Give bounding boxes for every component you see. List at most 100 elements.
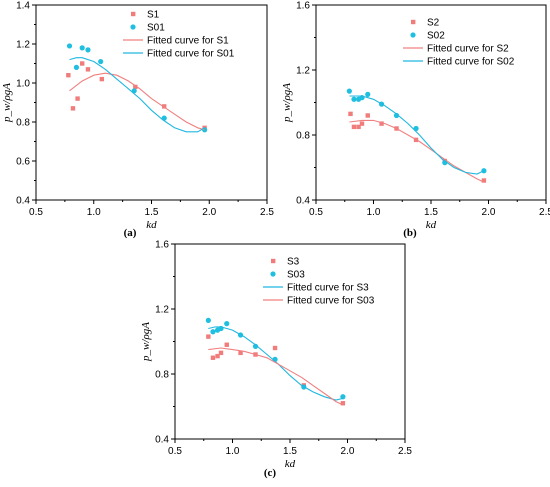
plot-area	[205, 317, 346, 406]
legend-circle-swatch	[130, 24, 136, 30]
y-tick-label: 0.4	[155, 435, 169, 446]
chart-panel-0: 0.5 1.0 1.5 2.0 2.5 0.4 0.6 0.8 1.0 1.2 1.4 kd p_w/ρ…	[1, 1, 274, 240]
data-point-circle	[79, 45, 85, 51]
data-point-square	[481, 178, 487, 183]
fitted-curve-line	[208, 326, 344, 401]
data-point-square	[238, 350, 243, 356]
panel-label: (c)	[264, 467, 277, 479]
data-point-square	[224, 342, 229, 347]
data-point-square	[206, 334, 211, 339]
legend-label: Fitted curve for S2	[427, 44, 509, 55]
data-point-square	[340, 401, 346, 406]
y-axis-label: p_w/ρgA	[1, 83, 13, 123]
data-point-circle	[340, 394, 346, 400]
chart-panel-1: 0.5 1.0 1.5 2.0 2.5 0.4 0.8 1.2 1.6 kd p_w/ρgA (b) S…	[281, 1, 550, 240]
y-tick-label: 1.2	[155, 305, 169, 316]
legend: S2 S02 Fitted curve for S2 Fitted curve for…	[403, 18, 515, 68]
y-tick-label: 0.4	[296, 196, 310, 207]
x-tick-label: 1.0	[87, 207, 101, 218]
legend-label: S3	[287, 257, 300, 268]
data-point-circle	[85, 47, 91, 53]
legend-label: S1	[147, 10, 160, 21]
data-point-square	[85, 67, 91, 72]
data-point-circle	[252, 343, 259, 349]
fitted-curve-line	[349, 95, 485, 175]
data-point-square	[66, 73, 71, 78]
y-tick-label: 0.6	[16, 157, 30, 168]
x-tick-label: 2.5	[539, 207, 550, 218]
data-point-circle	[393, 112, 400, 119]
data-point-square	[356, 124, 361, 130]
y-tick-label: 1.6	[155, 240, 169, 251]
data-point-square	[162, 104, 167, 109]
legend-label: Fitted curve for S3	[287, 283, 369, 294]
x-tick-label: 1.5	[145, 207, 159, 218]
plot-frame	[35, 4, 268, 201]
data-point-square	[210, 355, 216, 360]
chart-panel-2: 0.5 1.0 1.5 2.0 2.5 0.4 0.8 1.2 1.6 kd p_w/ρgA (c) S…	[140, 240, 412, 480]
data-point-square	[70, 106, 76, 111]
x-tick-label: 2.0	[482, 207, 496, 218]
legend-label: Fitted curve for S01	[147, 49, 235, 60]
y-tick-label: 1.2	[296, 66, 310, 77]
x-tick-label: 1.0	[367, 207, 381, 218]
legend-circle-swatch	[270, 271, 276, 277]
data-point-circle	[365, 91, 371, 97]
data-point-square	[218, 350, 224, 356]
legend-label: S02	[427, 31, 445, 42]
fitted-curve-line	[208, 347, 344, 406]
x-axis-label: kd	[285, 458, 296, 470]
x-tick-label: 2.5	[398, 446, 412, 457]
panel-label: (a)	[124, 227, 137, 239]
legend-square-swatch	[411, 19, 416, 25]
data-point-circle	[210, 329, 216, 335]
data-point-square	[379, 121, 384, 126]
y-tick-label: 0.8	[155, 370, 169, 381]
legend-square-swatch	[131, 11, 136, 17]
x-tick-label: 1.5	[424, 207, 438, 218]
legend: S1 S01 Fitted curve for S1 Fitted curve for…	[123, 10, 235, 60]
fitted-curve-line	[69, 57, 205, 133]
legend-label: Fitted curve for S02	[427, 57, 515, 68]
y-tick-label: 0.8	[16, 118, 30, 129]
data-point-square	[80, 61, 85, 66]
x-tick-label: 2.0	[202, 207, 216, 218]
legend: S3 S03 Fitted curve for S3 Fitted curve for…	[263, 257, 375, 307]
data-point-circle	[66, 43, 73, 49]
panel-label: (b)	[403, 227, 417, 239]
y-tick-label: 0.8	[296, 131, 310, 142]
x-axis-label: kd	[146, 219, 157, 231]
x-tick-label: 2.5	[260, 207, 274, 218]
data-point-square	[359, 121, 365, 126]
y-tick-label: 1.2	[16, 40, 30, 51]
y-axis-label: p_w/ρgA	[140, 322, 152, 362]
y-tick-label: 1.4	[16, 1, 30, 12]
data-point-circle	[98, 58, 104, 65]
x-tick-label: 1.5	[283, 446, 297, 457]
data-point-square	[133, 84, 138, 90]
data-point-circle	[481, 168, 487, 174]
legend-label: S2	[427, 18, 440, 29]
x-tick-label: 1.0	[226, 446, 240, 457]
legend-label: Fitted curve for S03	[287, 296, 375, 307]
data-point-square	[272, 345, 278, 351]
y-tick-label: 1.0	[16, 79, 30, 90]
legend-label: Fitted curve for S1	[147, 36, 229, 47]
plot-area	[66, 43, 208, 133]
data-point-circle	[73, 64, 80, 70]
x-tick-label: 2.0	[341, 446, 355, 457]
x-axis-label: kd	[426, 219, 437, 231]
data-point-circle	[205, 317, 211, 323]
data-point-square	[215, 353, 220, 359]
plot-area	[346, 88, 487, 183]
x-tick-label: 0.5	[29, 207, 43, 218]
data-point-square	[75, 96, 80, 101]
legend-square-swatch	[271, 258, 276, 264]
data-point-circle	[224, 321, 230, 327]
legend-circle-swatch	[410, 32, 416, 38]
fitted-curve-line	[69, 72, 205, 131]
legend-label: S01	[147, 23, 165, 34]
y-axis-label: p_w/ρgA	[281, 83, 293, 123]
data-point-circle	[351, 96, 357, 102]
